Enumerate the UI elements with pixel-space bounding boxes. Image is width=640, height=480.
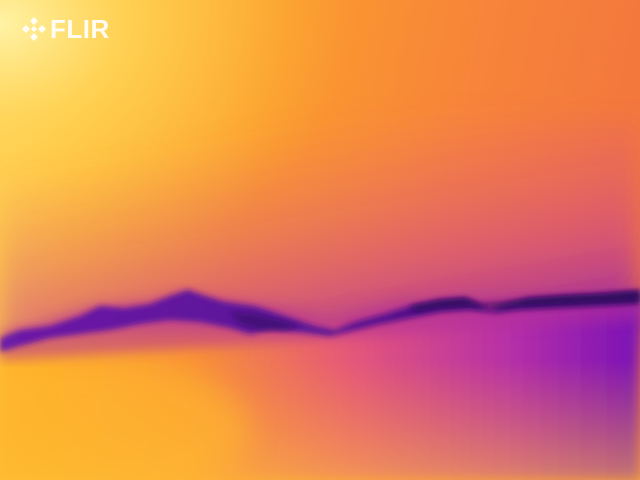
logo-text: FLIR	[50, 14, 110, 44]
flir-diamond-icon	[22, 17, 46, 41]
ridge-shadow-middle	[230, 312, 300, 330]
ridge-shadow-right	[410, 292, 640, 312]
flir-logo: FLIR	[21, 14, 110, 44]
foreground-hot-spot	[0, 360, 250, 480]
